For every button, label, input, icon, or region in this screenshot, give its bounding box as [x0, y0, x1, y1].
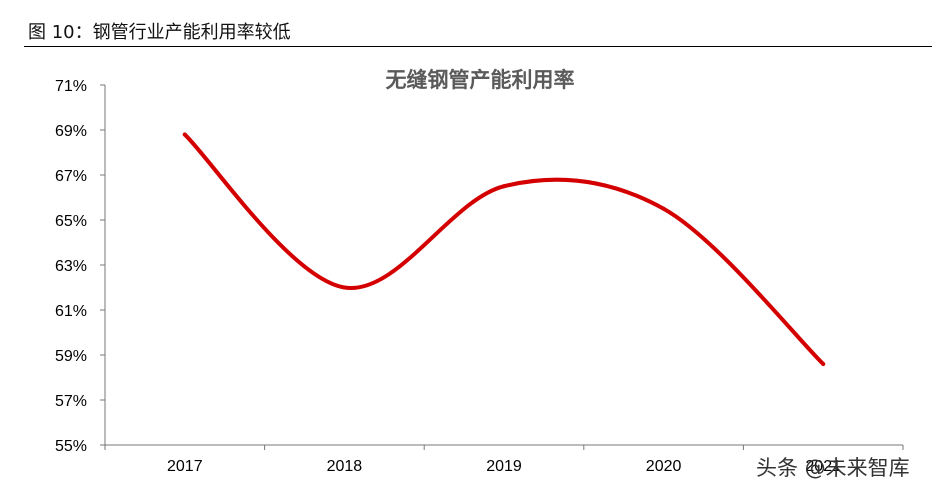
y-tick-label: 59%	[55, 348, 87, 365]
x-tick-label: 2020	[646, 458, 682, 475]
x-tick-label: 2021	[805, 458, 841, 475]
chart-title: 无缝钢管产能利用率	[386, 68, 575, 92]
data-point	[342, 285, 347, 290]
y-tick-label: 57%	[55, 393, 87, 410]
series-line	[182, 132, 826, 366]
data-point	[821, 362, 826, 366]
x-tick-label: 2019	[486, 458, 522, 475]
data-point	[661, 206, 666, 211]
figure-caption: 图 10：钢管行业产能利用率较低	[28, 22, 291, 43]
data-point	[502, 184, 506, 189]
caption-divider	[24, 46, 932, 47]
chart-axes: 55% 57% 59% 61% 63% 65% 67% 69% 71% 2017 2018 2019 2…	[55, 78, 904, 475]
x-tick-label: 2018	[327, 458, 363, 475]
y-tick-label: 65%	[55, 213, 87, 230]
y-tick-label: 67%	[55, 168, 87, 185]
x-tick-label: 2017	[167, 458, 203, 475]
series-layer	[182, 132, 826, 366]
y-tick-label: 61%	[55, 303, 87, 320]
data-point	[182, 132, 187, 137]
y-tick-label: 71%	[55, 78, 87, 95]
y-tick-label: 69%	[55, 123, 87, 140]
watermark: 头条 @未来智库	[756, 456, 910, 480]
y-tick-label: 63%	[55, 258, 87, 275]
y-tick-label: 55%	[55, 438, 87, 455]
